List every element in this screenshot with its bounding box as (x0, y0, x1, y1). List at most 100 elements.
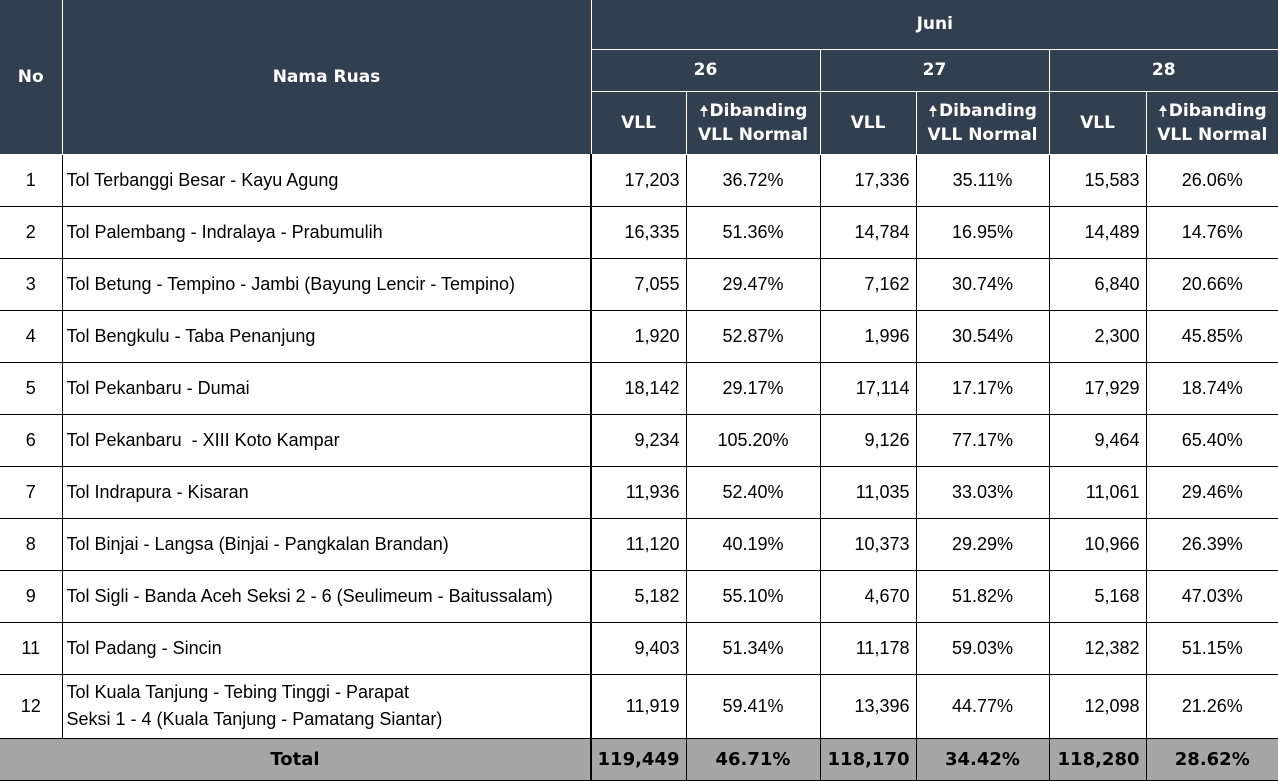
cell-vll-26: 9,403 (591, 622, 686, 674)
row-name: Tol Indrapura - Kisaran (62, 466, 591, 518)
cell-pct-27: 29.29% (916, 518, 1049, 570)
total-row: Total 119,449 46.71% 118,170 34.42% 118,… (0, 738, 1278, 780)
header-month: Juni (591, 0, 1278, 49)
cell-vll-28: 12,098 (1049, 674, 1146, 738)
cell-pct-28: 18.74% (1146, 362, 1278, 414)
cell-vll-26: 1,920 (591, 310, 686, 362)
dibanding-label-line1: Dibanding (939, 101, 1037, 121)
cell-pct-27: 16.95% (916, 206, 1049, 258)
header-vll-27: VLL (820, 91, 916, 154)
cell-pct-27: 17.17% (916, 362, 1049, 414)
cell-pct-26: 51.34% (686, 622, 820, 674)
cell-pct-28: 47.03% (1146, 570, 1278, 622)
dibanding-label-line1: Dibanding (710, 101, 808, 121)
row-name-line1: Tol Kuala Tanjung - Tebing Tinggi - Para… (67, 679, 591, 706)
cell-pct-26: 40.19% (686, 518, 820, 570)
cell-vll-28: 5,168 (1049, 570, 1146, 622)
cell-pct-26: 29.47% (686, 258, 820, 310)
total-pct-26: 46.71% (686, 738, 820, 780)
dibanding-label-line2: VLL Normal (687, 123, 820, 147)
header-no: No (0, 0, 62, 154)
cell-vll-27: 17,114 (820, 362, 916, 414)
cell-vll-27: 13,396 (820, 674, 916, 738)
cell-pct-28: 20.66% (1146, 258, 1278, 310)
row-no: 2 (0, 206, 62, 258)
cell-pct-28: 45.85% (1146, 310, 1278, 362)
row-no: 11 (0, 622, 62, 674)
arrow-up-icon (1158, 105, 1168, 117)
cell-vll-28: 11,061 (1049, 466, 1146, 518)
row-name-line2: Seksi 1 - 4 (Kuala Tanjung - Pamatang Si… (67, 706, 591, 733)
cell-vll-27: 9,126 (820, 414, 916, 466)
total-pct-27: 34.42% (916, 738, 1049, 780)
cell-pct-26: 29.17% (686, 362, 820, 414)
cell-vll-26: 16,335 (591, 206, 686, 258)
cell-pct-28: 26.06% (1146, 154, 1278, 206)
cell-vll-26: 5,182 (591, 570, 686, 622)
cell-pct-26: 55.10% (686, 570, 820, 622)
cell-pct-26: 52.40% (686, 466, 820, 518)
cell-pct-27: 44.77% (916, 674, 1049, 738)
total-pct-28: 28.62% (1146, 738, 1278, 780)
cell-vll-28: 10,966 (1049, 518, 1146, 570)
row-name: Tol Kuala Tanjung - Tebing Tinggi - Para… (62, 674, 591, 738)
cell-vll-26: 11,936 (591, 466, 686, 518)
table-row: 12 Tol Kuala Tanjung - Tebing Tinggi - P… (0, 674, 1278, 738)
table-row: 5 Tol Pekanbaru - Dumai 18,142 29.17% 17… (0, 362, 1278, 414)
row-no: 6 (0, 414, 62, 466)
cell-vll-28: 9,464 (1049, 414, 1146, 466)
cell-vll-28: 15,583 (1049, 154, 1146, 206)
table-row: 11 Tol Padang - Sincin 9,403 51.34% 11,1… (0, 622, 1278, 674)
row-no: 7 (0, 466, 62, 518)
row-name: Tol Palembang - Indralaya - Prabumulih (62, 206, 591, 258)
arrow-up-icon (928, 105, 938, 117)
row-name: Tol Bengkulu - Taba Penanjung (62, 310, 591, 362)
cell-pct-26: 36.72% (686, 154, 820, 206)
table-row: 7 Tol Indrapura - Kisaran 11,936 52.40% … (0, 466, 1278, 518)
cell-pct-27: 77.17% (916, 414, 1049, 466)
table-row: 1 Tol Terbanggi Besar - Kayu Agung 17,20… (0, 154, 1278, 206)
table-row: 8 Tol Binjai - Langsa (Binjai - Pangkala… (0, 518, 1278, 570)
cell-pct-28: 21.26% (1146, 674, 1278, 738)
header-vll-28: VLL (1049, 91, 1146, 154)
cell-vll-26: 11,919 (591, 674, 686, 738)
cell-pct-26: 59.41% (686, 674, 820, 738)
cell-vll-27: 11,035 (820, 466, 916, 518)
cell-pct-26: 52.87% (686, 310, 820, 362)
row-name: Tol Binjai - Langsa (Binjai - Pangkalan … (62, 518, 591, 570)
total-vll-26: 119,449 (591, 738, 686, 780)
cell-vll-28: 2,300 (1049, 310, 1146, 362)
header-dibanding-26: Dibanding VLL Normal (686, 91, 820, 154)
cell-pct-28: 29.46% (1146, 466, 1278, 518)
header-vll-26: VLL (591, 91, 686, 154)
cell-pct-28: 26.39% (1146, 518, 1278, 570)
cell-vll-26: 9,234 (591, 414, 686, 466)
row-no: 5 (0, 362, 62, 414)
cell-vll-26: 18,142 (591, 362, 686, 414)
row-no: 9 (0, 570, 62, 622)
row-no: 1 (0, 154, 62, 206)
cell-vll-28: 12,382 (1049, 622, 1146, 674)
cell-vll-27: 1,996 (820, 310, 916, 362)
header-day-26: 26 (591, 49, 820, 91)
dibanding-label-line2: VLL Normal (917, 123, 1049, 147)
cell-pct-28: 14.76% (1146, 206, 1278, 258)
cell-vll-27: 14,784 (820, 206, 916, 258)
header-dibanding-28: Dibanding VLL Normal (1146, 91, 1278, 154)
cell-pct-28: 51.15% (1146, 622, 1278, 674)
cell-vll-28: 14,489 (1049, 206, 1146, 258)
cell-vll-26: 7,055 (591, 258, 686, 310)
cell-vll-27: 11,178 (820, 622, 916, 674)
cell-pct-27: 35.11% (916, 154, 1049, 206)
dibanding-label-line1: Dibanding (1169, 101, 1267, 121)
row-no: 12 (0, 674, 62, 738)
arrow-up-icon (699, 105, 709, 117)
cell-pct-27: 30.74% (916, 258, 1049, 310)
row-name: Tol Terbanggi Besar - Kayu Agung (62, 154, 591, 206)
cell-pct-27: 59.03% (916, 622, 1049, 674)
cell-pct-28: 65.40% (1146, 414, 1278, 466)
row-name: Tol Sigli - Banda Aceh Seksi 2 - 6 (Seul… (62, 570, 591, 622)
row-no: 4 (0, 310, 62, 362)
cell-pct-26: 105.20% (686, 414, 820, 466)
